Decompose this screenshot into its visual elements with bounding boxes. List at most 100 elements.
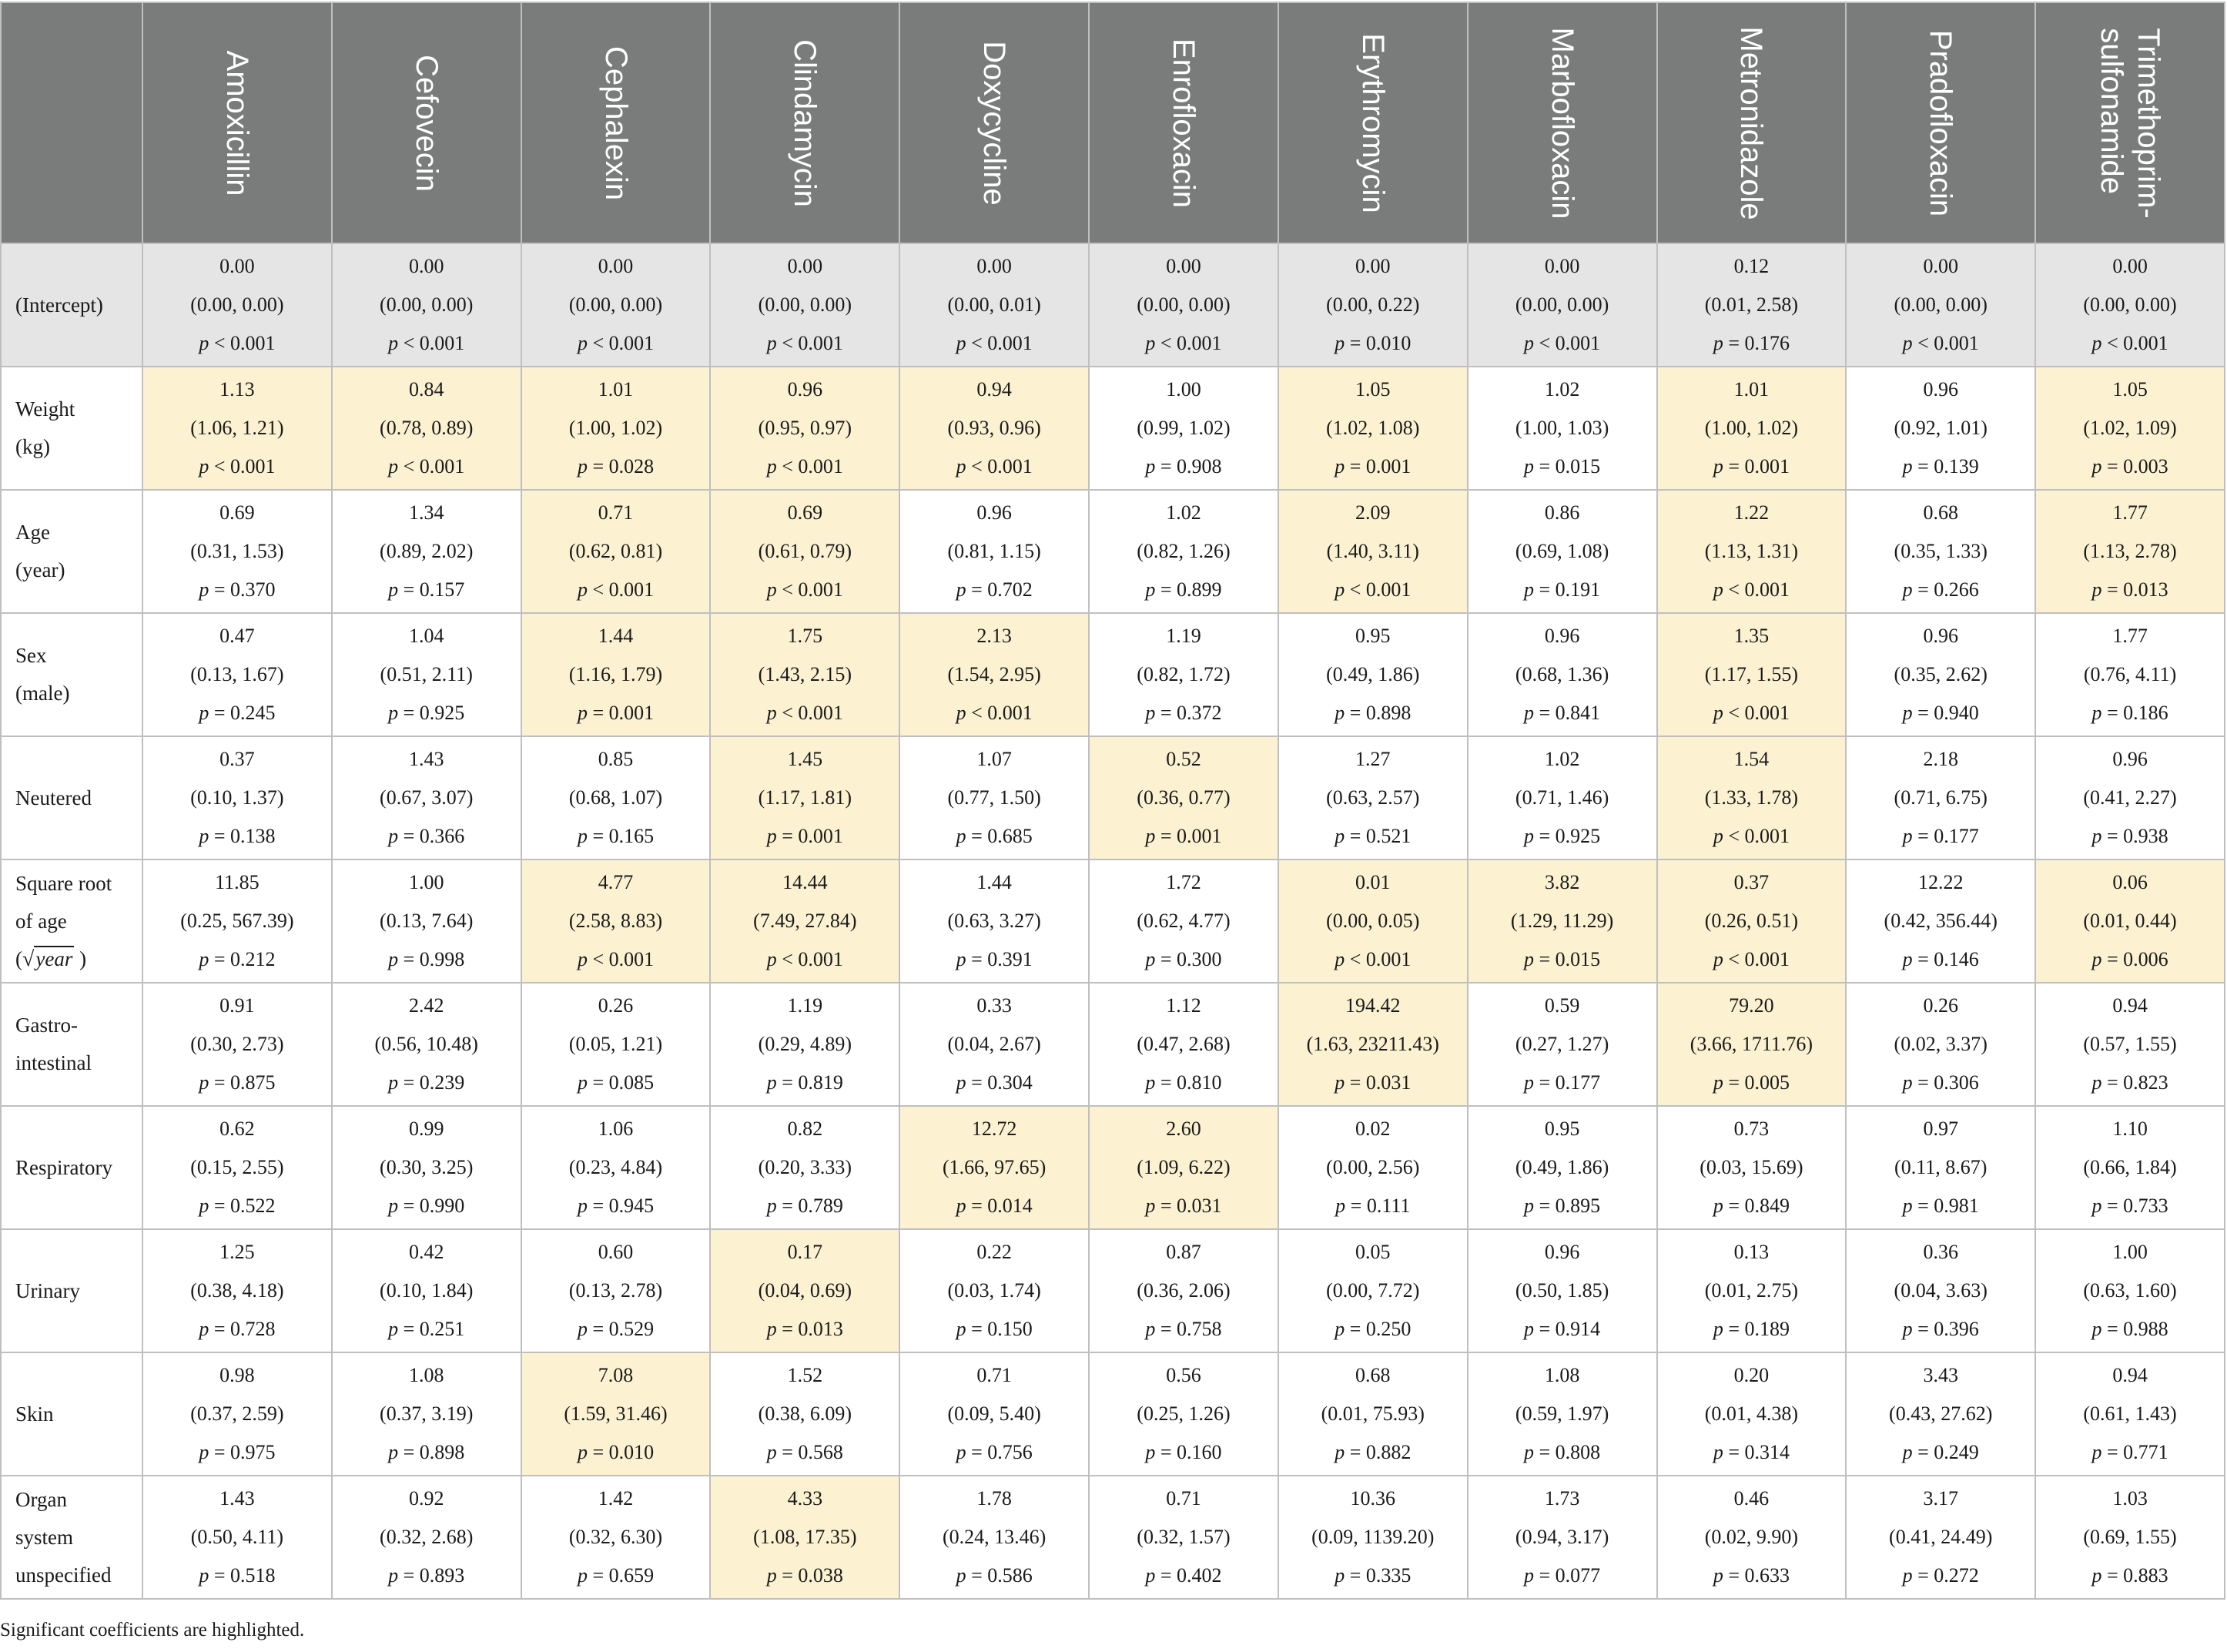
confidence-interval: (0.00, 0.00) (758, 293, 852, 316)
p-value: p = 0.001 (1145, 825, 1222, 847)
p-value: p = 0.938 (2091, 825, 2168, 847)
estimate-value: 0.37 (219, 748, 255, 770)
estimate-value: 0.46 (1733, 1487, 1770, 1510)
confidence-interval: (0.76, 4.11) (2083, 663, 2177, 685)
confidence-interval: (1.43, 2.15) (758, 663, 852, 685)
p-value: p < 0.001 (1335, 578, 1412, 601)
p-value: p = 0.150 (956, 1318, 1033, 1340)
table-cell: 0.56 (0.25, 1.26) p = 0.160 (1088, 1352, 1279, 1476)
p-value: p < 0.001 (956, 702, 1033, 724)
p-value: p = 0.139 (1902, 455, 1979, 478)
confidence-interval: (1.17, 1.55) (1704, 663, 1799, 685)
column-header-amoxicillin: Amoxicillin (142, 2, 333, 244)
p-value: p = 0.177 (1902, 825, 1979, 847)
table-cell: 4.77 (2.58, 8.83) p < 0.001 (520, 859, 712, 983)
confidence-interval: (0.25, 1.26) (1137, 1402, 1231, 1425)
row-label-line: Sex (15, 644, 47, 667)
table-cell: 0.33 (0.04, 2.67) p = 0.304 (899, 982, 1090, 1107)
confidence-interval: (1.66, 97.65) (942, 1156, 1047, 1178)
estimate-value: 0.20 (1733, 1364, 1770, 1386)
table-row: Organ system unspecified 1.43 (0.50, 4.11) p … (0, 1475, 2225, 1600)
estimate-value: 0.33 (976, 994, 1012, 1017)
estimate-value: 0.94 (2112, 994, 2148, 1017)
confidence-interval: (0.32, 1.57) (1137, 1526, 1231, 1548)
estimate-value: 1.34 (408, 501, 444, 524)
estimate-value: 0.17 (787, 1241, 823, 1263)
estimate-value: 0.69 (219, 501, 255, 524)
confidence-interval: (0.57, 1.55) (2083, 1033, 2177, 1055)
p-value: p < 0.001 (199, 455, 276, 478)
confidence-interval: (0.01, 2.75) (1704, 1279, 1799, 1302)
table-cell: 1.27 (0.63, 2.57) p = 0.521 (1277, 736, 1468, 860)
confidence-interval: (0.59, 1.97) (1515, 1402, 1609, 1425)
table-cell: 0.13 (0.01, 2.75) p = 0.189 (1656, 1228, 1847, 1353)
confidence-interval: (1.02, 1.09) (2083, 417, 2177, 439)
p-value: p = 0.908 (1145, 455, 1222, 478)
table-cell: 1.34 (0.89, 2.02) p = 0.157 (330, 489, 522, 614)
estimate-value: 0.00 (1355, 255, 1391, 277)
confidence-interval: (0.13, 1.67) (190, 663, 284, 685)
p-value: p = 0.898 (388, 1441, 465, 1463)
p-value: p = 0.300 (1145, 948, 1222, 970)
estimate-value: 0.96 (1544, 625, 1580, 647)
estimate-value: 0.68 (1355, 1364, 1391, 1386)
column-header-label-line: Trimethoprim- (2132, 27, 2166, 219)
estimate-value: 0.60 (598, 1241, 634, 1263)
confidence-interval: (0.94, 3.17) (1515, 1526, 1609, 1548)
estimate-value: 1.27 (1355, 748, 1391, 770)
table-cell: 0.73 (0.03, 15.69) p = 0.849 (1656, 1105, 1847, 1230)
table-cell: 4.33 (1.08, 17.35) p = 0.038 (709, 1475, 901, 1600)
confidence-interval: (0.10, 1.84) (380, 1279, 474, 1302)
p-value: p = 0.005 (1713, 1071, 1790, 1094)
p-value: p < 0.001 (766, 702, 843, 724)
table-cell: 0.06 (0.01, 0.44) p = 0.006 (2034, 859, 2225, 983)
p-value: p = 0.038 (766, 1564, 843, 1587)
estimate-value: 1.43 (408, 748, 444, 770)
row-label: Weight (kg) (0, 366, 143, 491)
estimate-value: 0.85 (598, 748, 634, 770)
estimate-value: 0.52 (1166, 748, 1201, 770)
p-value: p = 0.111 (1335, 1195, 1411, 1217)
row-label: Skin (0, 1352, 143, 1476)
table-cell: 0.86 (0.69, 1.08) p = 0.191 (1466, 489, 1658, 614)
p-value: p = 0.659 (577, 1564, 655, 1587)
column-header-pradofloxacin: Pradofloxacin (1845, 2, 2037, 244)
confidence-interval: (0.00, 0.00) (190, 293, 284, 316)
estimate-value: 0.69 (787, 501, 823, 524)
estimate-value: 1.73 (1544, 1487, 1580, 1510)
estimate-value: 0.96 (1923, 625, 1958, 647)
table-cell: 3.17 (0.41, 24.49) p = 0.272 (1845, 1475, 2037, 1600)
p-value: p = 0.189 (1713, 1318, 1790, 1340)
confidence-interval: (0.27, 1.27) (1515, 1033, 1609, 1055)
estimate-value: 1.75 (787, 625, 823, 647)
table-cell: 0.95 (0.49, 1.86) p = 0.895 (1466, 1105, 1658, 1230)
table-cell: 1.19 (0.82, 1.72) p = 0.372 (1088, 612, 1279, 737)
table-cell: 3.43 (0.43, 27.62) p = 0.249 (1845, 1352, 2037, 1476)
p-value: p = 0.306 (1902, 1071, 1979, 1094)
p-value: p < 0.001 (388, 455, 465, 478)
estimate-value: 79.20 (1729, 994, 1774, 1017)
estimate-value: 1.01 (598, 378, 634, 400)
p-value: p < 0.001 (766, 455, 843, 478)
estimate-value: 0.68 (1923, 501, 1958, 524)
column-header-label: Amoxicillin (219, 50, 254, 196)
p-value: p < 0.001 (766, 332, 843, 354)
row-label-line: (year) (15, 558, 65, 581)
confidence-interval: (0.93, 0.96) (947, 417, 1041, 439)
estimate-value: 0.00 (1544, 255, 1580, 277)
column-header-doxycycline: Doxycycline (899, 2, 1090, 244)
coefficients-table: Amoxicillin Cefovecin Cephalexin Clindamyci… (0, 2, 2225, 1600)
confidence-interval: (0.38, 4.18) (190, 1279, 284, 1302)
table-cell: 0.60 (0.13, 2.78) p = 0.529 (520, 1228, 712, 1353)
row-label-line: intestinal (15, 1051, 92, 1074)
table-row: Square root of age (√year ) 11.85 (0.25, 567… (0, 859, 2225, 983)
table-cell: 2.09 (1.40, 3.11) p < 0.001 (1277, 489, 1468, 614)
table-cell: 1.44 (0.63, 3.27) p = 0.391 (899, 859, 1090, 983)
p-value: p = 0.335 (1335, 1564, 1412, 1587)
p-value: p = 0.010 (1335, 332, 1412, 354)
column-header-label: Clindamycin (788, 39, 822, 207)
estimate-value: 1.06 (598, 1118, 634, 1140)
p-value: p = 0.370 (199, 578, 276, 601)
confidence-interval: (0.10, 1.37) (190, 786, 284, 809)
confidence-interval: (1.09, 6.22) (1137, 1156, 1231, 1178)
